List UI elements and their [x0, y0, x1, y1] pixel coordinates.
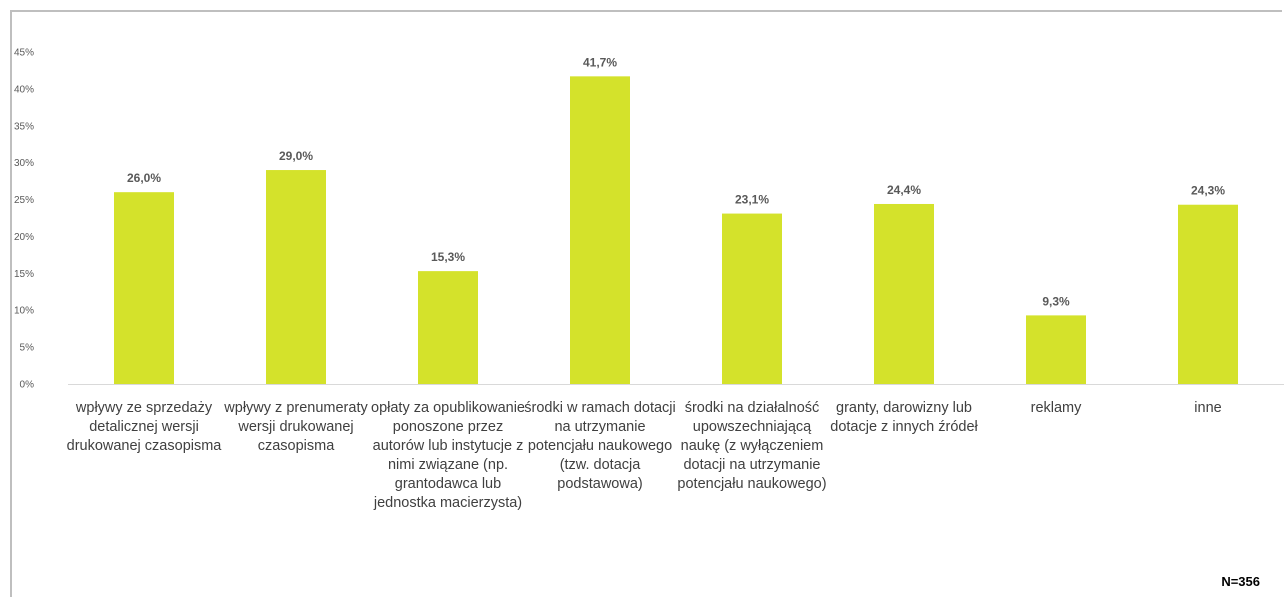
chart-frame: [10, 10, 1282, 597]
y-tick-label: 45%: [14, 48, 34, 59]
y-tick-label: 40%: [14, 84, 34, 95]
data-label: 15,3%: [431, 250, 465, 264]
bar: [1026, 315, 1086, 384]
x-tick-label: inne: [1194, 400, 1222, 416]
bar: [874, 203, 934, 384]
y-tick-label: 5%: [20, 343, 35, 354]
y-tick-label: 25%: [14, 195, 34, 206]
y-tick-label: 20%: [14, 232, 34, 243]
data-label: 41,7%: [583, 55, 617, 69]
data-label: 23,1%: [735, 193, 769, 207]
y-tick-label: 15%: [14, 269, 34, 280]
x-tick-label: środki na działalność upowszechniającą n…: [677, 400, 827, 492]
data-label: 9,3%: [1042, 294, 1070, 308]
bar: [114, 192, 174, 384]
y-tick-label: 10%: [14, 306, 34, 317]
x-tick-label: środki w ramach dotacji na utrzymanie po…: [524, 400, 676, 492]
data-label: 24,4%: [887, 183, 921, 197]
data-label: 29,0%: [279, 149, 313, 163]
x-tick-label: opłaty za opublikowanie ponoszone przez …: [371, 400, 525, 511]
bar: [722, 213, 782, 384]
data-label: 24,3%: [1191, 184, 1225, 198]
bar: [570, 76, 630, 384]
x-tick-label: reklamy: [1030, 400, 1082, 416]
y-tick-label: 0%: [20, 380, 35, 391]
sample-size-note: N=356: [1221, 574, 1260, 589]
bar: [418, 271, 478, 384]
x-tick-label: wpływy ze sprzedaży detalicznej wersji d…: [66, 400, 222, 454]
x-tick-label: wpływy z prenumeraty wersji drukowanej c…: [224, 400, 368, 454]
y-tick-label: 30%: [14, 158, 34, 169]
data-label: 26,0%: [127, 171, 161, 185]
y-tick-label: 35%: [14, 121, 34, 132]
bar: [1178, 204, 1238, 384]
bar: [266, 170, 326, 384]
x-tick-label: granty, darowizny lub dotacje z innych ź…: [830, 400, 978, 435]
